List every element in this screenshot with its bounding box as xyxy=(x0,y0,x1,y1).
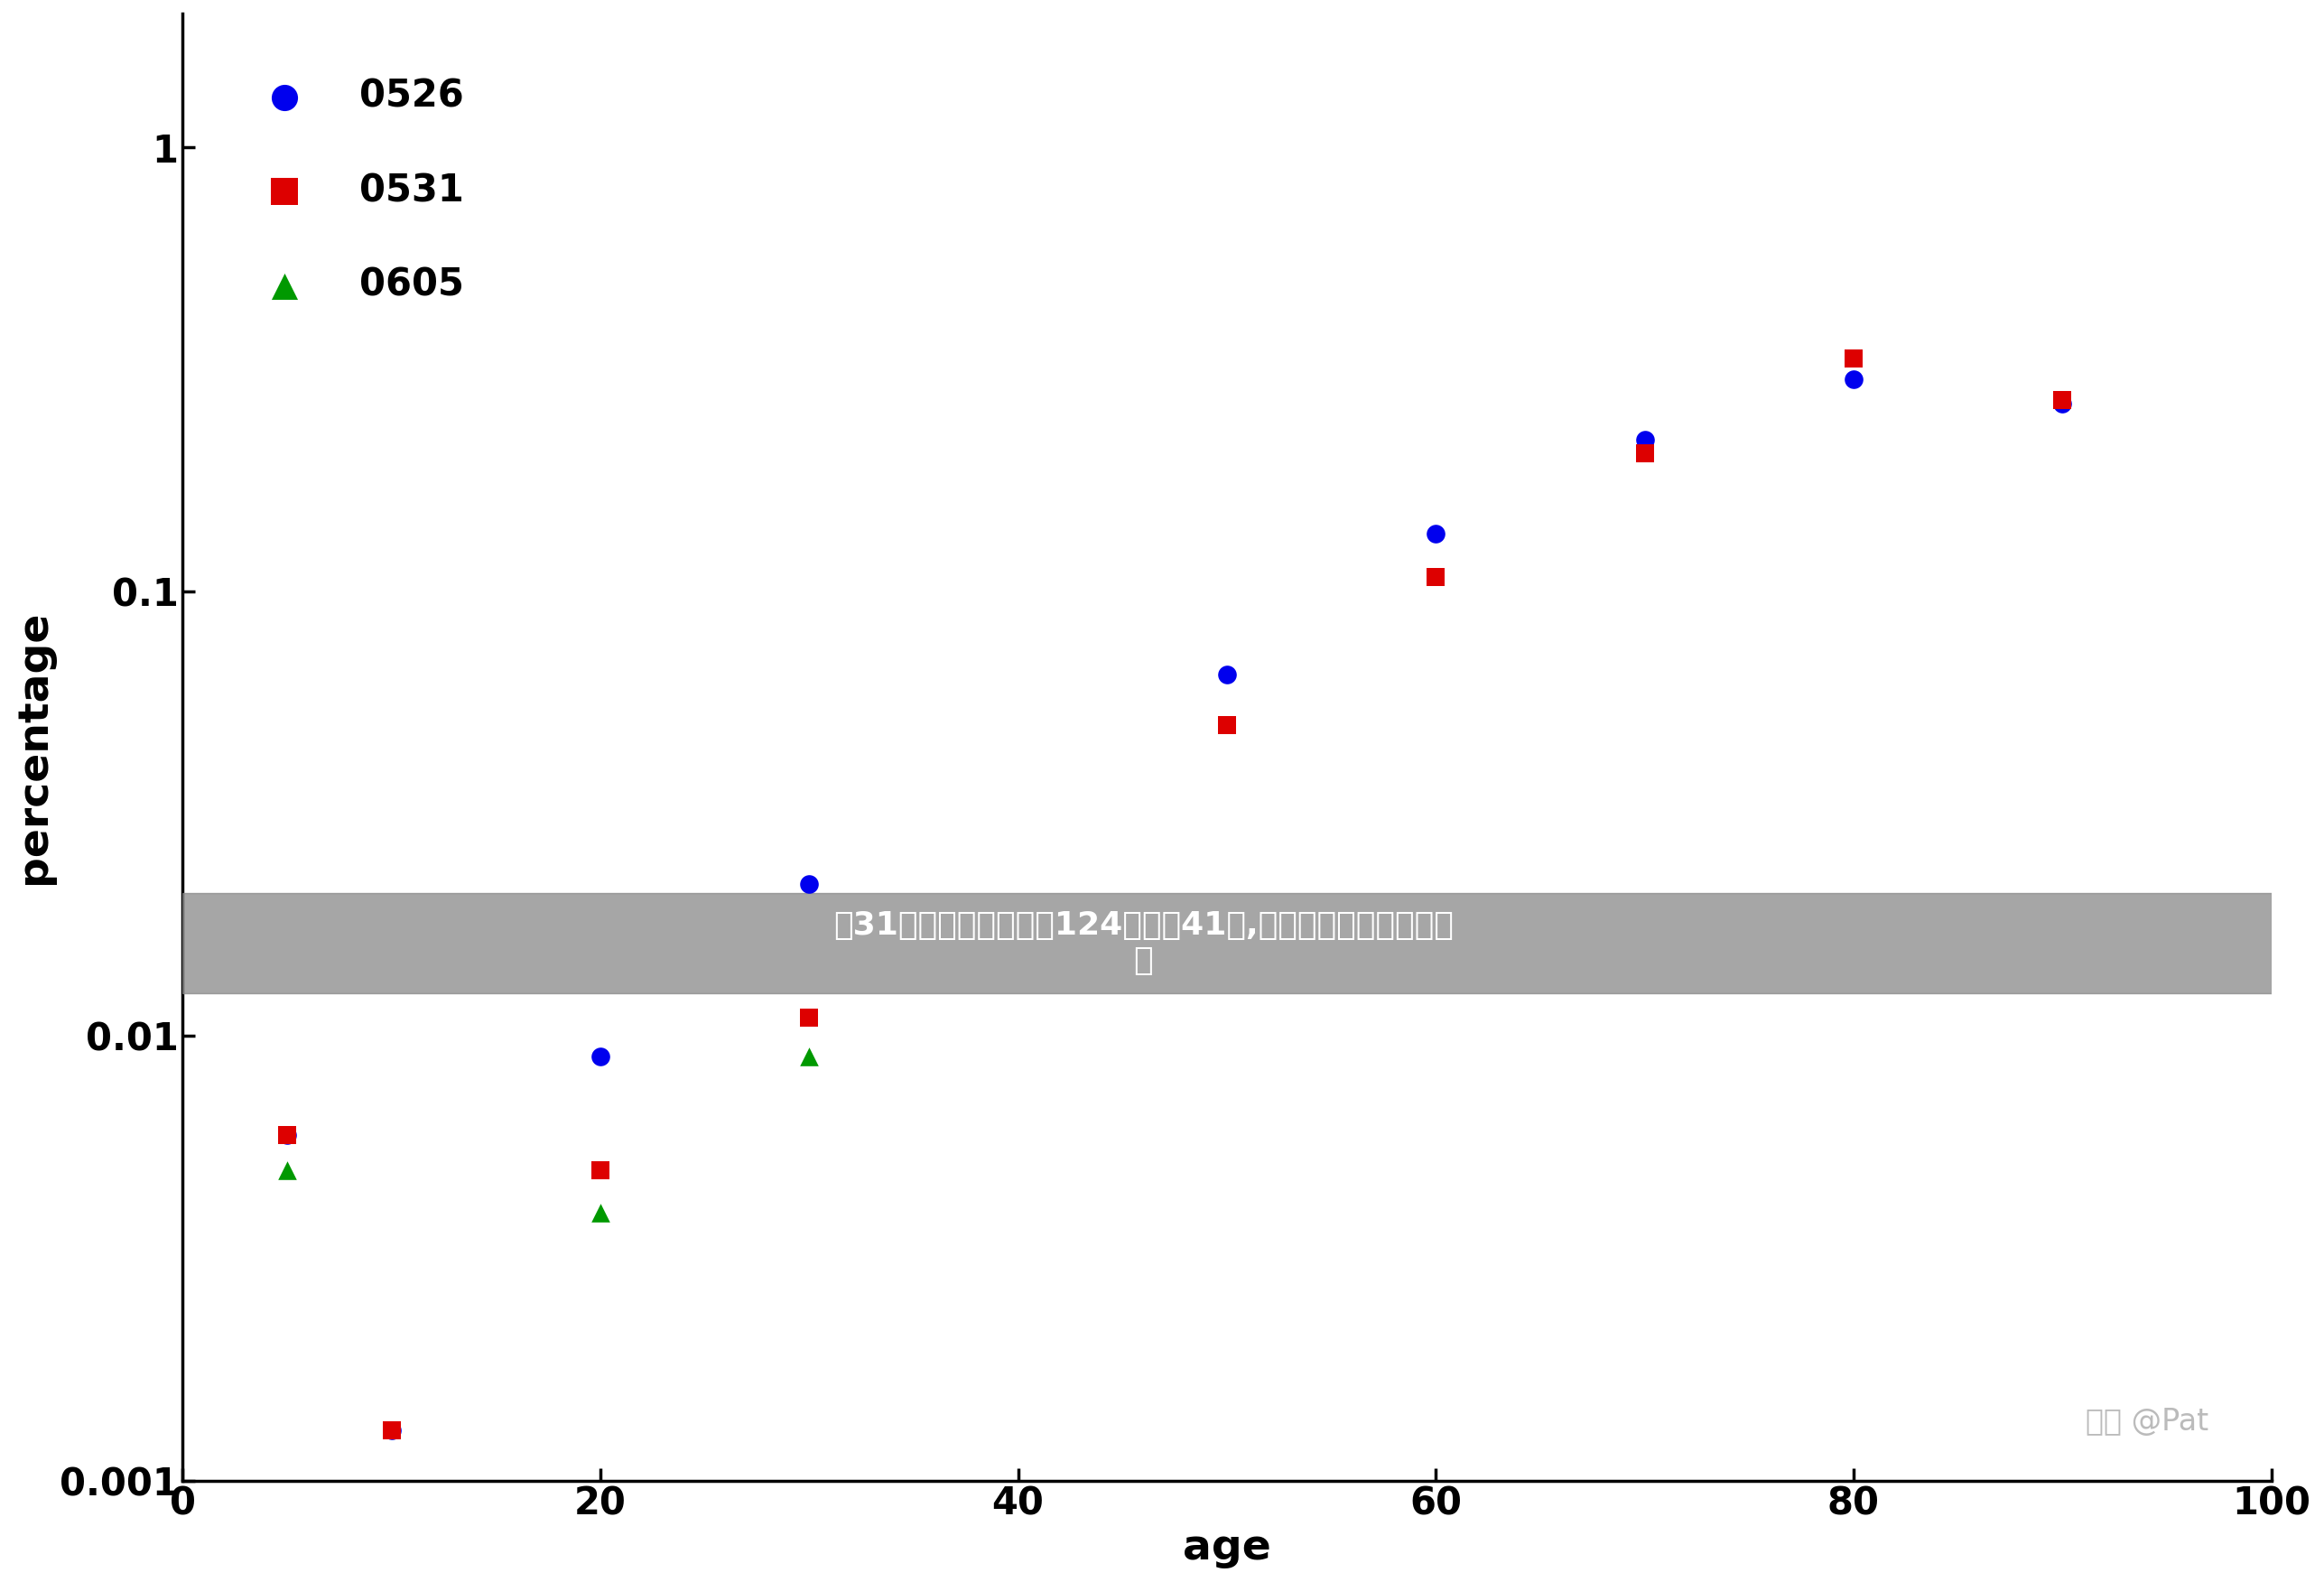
Point xyxy=(1208,663,1246,688)
Point xyxy=(1627,427,1664,452)
Bar xyxy=(184,892,2271,993)
Point xyxy=(1627,440,1664,465)
Point xyxy=(1418,520,1455,546)
Point xyxy=(581,1044,618,1069)
Point xyxy=(270,1122,307,1147)
Point xyxy=(1208,713,1246,739)
Point xyxy=(2043,391,2080,416)
Point xyxy=(372,1417,409,1443)
Text: 知乎 @Pat: 知乎 @Pat xyxy=(2085,1406,2208,1436)
Point xyxy=(790,1044,827,1069)
Text: 、31省份新增本土确诊124例天涙41例,天涛新增本土病例轨迹
】: 、31省份新增本土确诊124例天涙41例,天涛新增本土病例轨迹 】 xyxy=(834,910,1452,976)
Point xyxy=(790,872,827,897)
Point xyxy=(270,1156,307,1182)
Point xyxy=(1418,565,1455,590)
Point xyxy=(1836,367,1873,392)
Point xyxy=(270,1122,307,1147)
Point xyxy=(581,1156,618,1182)
Point xyxy=(372,1417,409,1443)
Point xyxy=(790,1005,827,1030)
Point xyxy=(1836,346,1873,372)
Point xyxy=(581,1201,618,1226)
Legend: 0526, 0531, 0605: 0526, 0531, 0605 xyxy=(202,32,509,350)
X-axis label: age: age xyxy=(1183,1528,1271,1568)
Y-axis label: percentage: percentage xyxy=(14,611,53,884)
Point xyxy=(2043,388,2080,413)
